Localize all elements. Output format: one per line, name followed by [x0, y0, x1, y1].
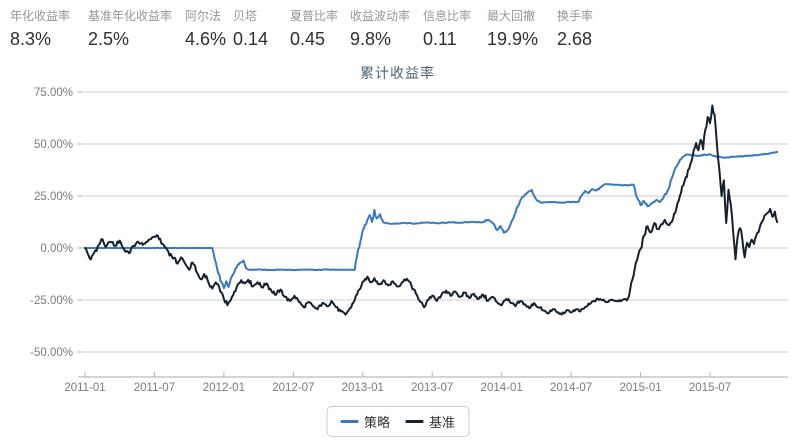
stat-value-annualized-return: 8.3% — [10, 29, 52, 49]
y-axis-label: 0.00% — [40, 243, 73, 255]
y-axis-label: 50.00% — [34, 139, 73, 151]
benchmark-line — [84, 104, 779, 316]
stat-value-turnover-rate: 2.68 — [557, 29, 593, 49]
legend-marker-benchmark — [405, 420, 423, 423]
stat-return-volatility: 收益波动率 9.8% — [350, 8, 423, 51]
legend-label-benchmark: 基准 — [429, 415, 456, 430]
stat-annualized-return: 年化收益率 8.3% — [10, 8, 88, 51]
stat-value-beta: 0.14 — [233, 29, 269, 49]
x-axis-label: 2012-01 — [203, 382, 245, 394]
x-axis-label: 2011-07 — [134, 382, 175, 394]
stat-label-sharpe-ratio: 夏普比率 — [290, 9, 339, 23]
y-axis-label: -50.00% — [30, 347, 73, 359]
x-axis-label: 2014-07 — [550, 382, 592, 394]
legend-label-strategy: 策略 — [363, 415, 390, 430]
x-axis-label: 2013-07 — [411, 382, 453, 394]
strategy-line — [84, 150, 779, 290]
stat-max-drawdown: 最大回撤 19.9% — [487, 8, 557, 51]
stat-label-annualized-return: 年化收益率 — [10, 9, 71, 23]
stat-value-information-ratio: 0.11 — [423, 29, 457, 49]
stat-beta: 贝塔 0.14 — [233, 8, 290, 51]
stat-information-ratio: 信息比率 0.11 — [423, 8, 487, 51]
x-axis-label: 2012-07 — [272, 382, 314, 394]
x-axis-label: 2014-01 — [481, 382, 523, 394]
stat-value-sharpe-ratio: 0.45 — [290, 29, 326, 49]
stat-value-benchmark-annualized-return: 2.5% — [88, 29, 130, 49]
stat-label-turnover-rate: 换手率 — [557, 9, 594, 23]
legend-item-strategy[interactable]: 策略 — [339, 412, 390, 431]
legend: 策略 基准 — [325, 406, 470, 437]
stat-value-return-volatility: 9.8% — [350, 29, 392, 49]
stat-alpha: 阿尔法 4.6% — [185, 8, 233, 51]
x-axis-label: 2015-01 — [619, 382, 661, 394]
stat-value-alpha: 4.6% — [185, 29, 227, 49]
legend-marker-strategy — [339, 420, 358, 423]
stat-value-max-drawdown: 19.9% — [487, 29, 539, 49]
stat-label-benchmark-annualized-return: 基准年化收益率 — [88, 9, 173, 23]
stat-label-beta: 贝塔 — [233, 9, 258, 23]
stat-label-max-drawdown: 最大回撤 — [487, 9, 536, 23]
stat-label-alpha: 阿尔法 — [185, 9, 222, 23]
x-axis-label: 2015-07 — [689, 382, 731, 394]
stat-sharpe-ratio: 夏普比率 0.45 — [290, 8, 350, 51]
y-axis-label: 75.00% — [34, 87, 73, 99]
x-axis-label: 2013-01 — [342, 382, 384, 394]
stat-benchmark-annualized-return: 基准年化收益率 2.5% — [88, 8, 185, 51]
stat-label-information-ratio: 信息比率 — [423, 9, 472, 23]
stat-turnover-rate: 换手率 2.68 — [557, 8, 607, 51]
chart-title: 累计收益率 — [360, 65, 435, 81]
legend-item-benchmark[interactable]: 基准 — [405, 412, 455, 431]
y-axis-label: -25.00% — [30, 295, 73, 307]
x-axis-label: 2011-01 — [64, 382, 105, 394]
performance-stats-row: 年化收益率 8.3% 基准年化收益率 2.5% 阿尔法 4.6% 贝塔 0.14 夏普比率 0.4… — [10, 8, 795, 51]
y-axis-label: 25.00% — [34, 191, 73, 203]
stat-label-return-volatility: 收益波动率 — [350, 9, 411, 23]
